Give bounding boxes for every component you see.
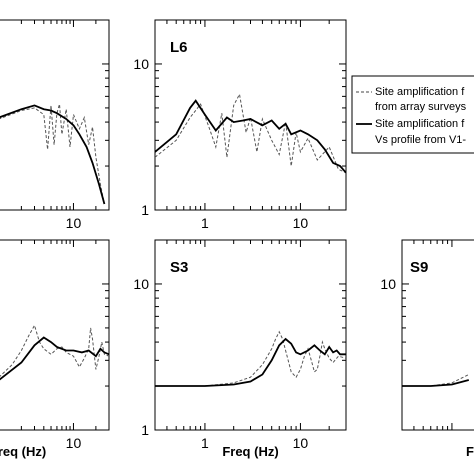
- y-tick-label: 10: [133, 276, 149, 292]
- series-solid-line: [402, 379, 470, 387]
- y-tick-label: 1: [141, 202, 149, 218]
- x-axis-label: req (Hz): [0, 444, 46, 459]
- y-tick-label: 10: [380, 276, 396, 292]
- legend: Site amplification f from array surveys …: [351, 75, 474, 154]
- x-tick-label: 1: [201, 215, 209, 231]
- panel-2: 10 req (Hz): [0, 239, 110, 459]
- legend-entry-1-line-2: from array surveys: [375, 101, 467, 113]
- series-solid-line: [155, 99, 346, 174]
- series-group: [0, 324, 109, 381]
- panel-s9: 10 S9 F: [380, 239, 474, 459]
- x-tick-label: 10: [293, 435, 309, 451]
- legend-entry-2-line-1: Site amplification f: [375, 118, 465, 130]
- panel-label: S9: [410, 259, 428, 276]
- series-dashed-line: [402, 374, 470, 387]
- axis-ticks: [20, 240, 109, 430]
- x-axis-label: Freq (Hz): [222, 444, 278, 459]
- axis-ticks: [155, 240, 346, 430]
- legend-entry-1-line-1: Site amplification f: [375, 86, 465, 98]
- series-group: [0, 104, 106, 205]
- series-group: [155, 330, 346, 387]
- legend-box: [351, 75, 474, 154]
- x-axis-label: F: [466, 444, 474, 459]
- axis-ticks: [20, 20, 109, 210]
- series-dashed-line: [0, 104, 105, 205]
- series-group: [155, 92, 346, 174]
- series-solid-line: [0, 104, 106, 205]
- series-dashed-line: [155, 92, 346, 174]
- series-solid-line: [0, 336, 109, 381]
- axis-ticks: [155, 20, 346, 210]
- series-group: [402, 374, 470, 387]
- panel-l6: 1 10 1 10 L6: [133, 19, 347, 231]
- plot-frame: [0, 239, 110, 431]
- panel-s3: 1 10 1 10 S3 Freq (Hz): [133, 239, 347, 459]
- panel-label: L6: [170, 39, 188, 56]
- x-tick-label: 1: [201, 435, 209, 451]
- panel-label: S3: [170, 259, 188, 276]
- panel-0: 10: [0, 19, 110, 231]
- plot-frame: [0, 19, 110, 211]
- series-solid-line: [155, 337, 346, 387]
- axis-ticks: [402, 240, 453, 430]
- plot-frame: [401, 239, 474, 431]
- legend-entry-2-line-2: Vs profile from V1-: [375, 134, 466, 146]
- x-tick-label: 10: [293, 215, 309, 231]
- series-dashed-line: [0, 324, 109, 377]
- y-tick-label: 10: [133, 56, 149, 72]
- x-tick-label: 10: [66, 215, 82, 231]
- y-tick-label: 1: [141, 422, 149, 438]
- series-dashed-line: [155, 330, 346, 387]
- x-tick-label: 10: [66, 435, 82, 451]
